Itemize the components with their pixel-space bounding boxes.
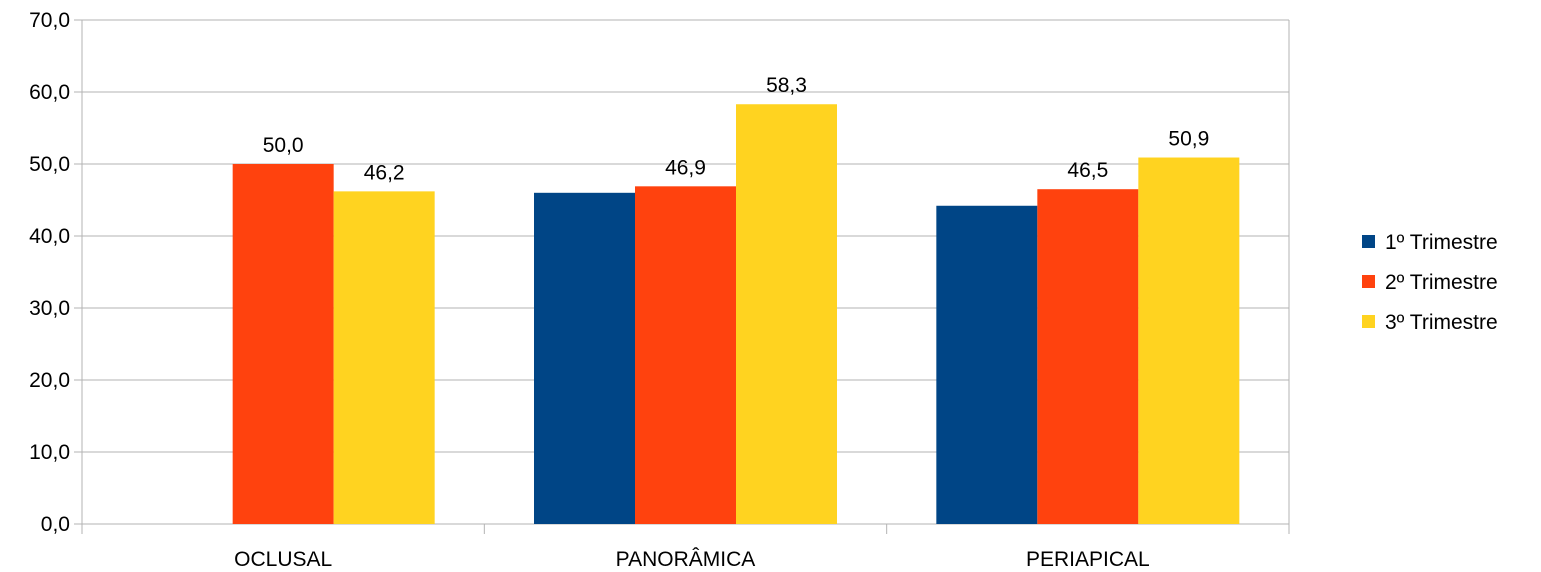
bars [232,104,1240,525]
bar [333,191,435,525]
bar [1138,157,1240,524]
y-axis: 0,0 10,0 20,0 30,0 40,0 50,0 60,0 70,0 [29,9,82,536]
bar [736,104,837,525]
y-tick-label: 70,0 [29,9,70,32]
bar [232,164,334,524]
data-label: 58,3 [766,74,807,97]
y-tick-label: 30,0 [29,297,70,320]
y-tick-label: 10,0 [29,441,70,464]
legend-swatch [1362,235,1375,248]
y-tick-label: 40,0 [29,225,70,248]
data-label: 46,5 [1067,159,1108,182]
data-labels: 50,0 46,2 46,9 58,3 46,5 50,9 [263,74,1210,184]
data-label: 46,9 [665,156,706,179]
y-tick-label: 20,0 [29,369,70,392]
legend: 1º Trimestre 2º Trimestre 3º Trimestre [1362,231,1498,334]
y-tick-label: 60,0 [29,81,70,104]
legend-swatch [1362,315,1375,328]
y-tick-label: 0,0 [41,513,70,536]
x-tick-label: PERIAPICAL [1026,548,1150,571]
legend-label: 3º Trimestre [1385,311,1498,334]
legend-label: 2º Trimestre [1385,271,1498,294]
data-label: 50,0 [263,134,304,157]
data-label: 50,9 [1168,128,1209,151]
bar [635,186,736,524]
bar [936,205,1038,524]
legend-label: 1º Trimestre [1385,231,1498,254]
x-tick-label: OCLUSAL [234,548,332,571]
y-tick-label: 50,0 [29,153,70,176]
x-axis: OCLUSAL PANORÂMICA PERIAPICAL [81,524,1290,571]
legend-swatch [1362,275,1375,288]
x-tick-label: PANORÂMICA [616,548,756,571]
bar [534,192,635,525]
data-label: 46,2 [364,161,405,184]
bar [1037,189,1139,524]
